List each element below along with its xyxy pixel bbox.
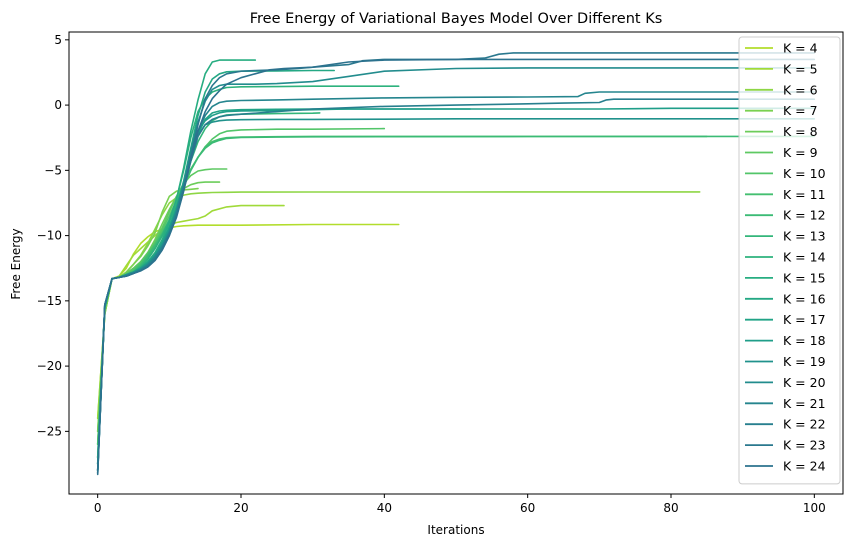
legend-label: K = 21 xyxy=(783,396,826,411)
y-tick-label: −5 xyxy=(44,163,62,177)
legend-label: K = 15 xyxy=(783,270,826,285)
x-tick-label: 20 xyxy=(233,501,248,515)
y-tick-label: 5 xyxy=(54,33,62,47)
axes-frame xyxy=(68,31,844,495)
legend-label: K = 17 xyxy=(783,312,826,327)
chart-title: Free Energy of Variational Bayes Model O… xyxy=(250,11,663,27)
legend-label: K = 7 xyxy=(783,103,818,118)
legend-label: K = 20 xyxy=(783,375,826,390)
x-tick-label: 0 xyxy=(94,501,102,515)
plot-area: 0 20 40 60 80 100 5 0 −5 −10 −15 −20 −25 xyxy=(37,31,844,515)
legend-label: K = 14 xyxy=(783,250,826,265)
legend-label: K = 8 xyxy=(783,124,818,139)
legend-label: K = 22 xyxy=(783,417,826,432)
legend-label: K = 10 xyxy=(783,166,826,181)
x-tick-label: 40 xyxy=(377,501,392,515)
series-line-k-24 xyxy=(96,58,816,476)
legend-label: K = 4 xyxy=(783,41,818,56)
legend-label: K = 19 xyxy=(783,354,826,369)
legend-label: K = 16 xyxy=(783,291,826,306)
x-tick-label: 60 xyxy=(520,501,535,515)
x-tick-label: 100 xyxy=(803,501,826,515)
x-axis-label: Iterations xyxy=(427,523,484,537)
y-axis-label: Free Energy xyxy=(9,228,23,299)
y-tick-label: −10 xyxy=(37,229,62,243)
x-tick-label: 80 xyxy=(663,501,678,515)
legend-box xyxy=(738,36,841,485)
series-lines xyxy=(96,52,816,476)
y-tick-label: −25 xyxy=(37,424,62,438)
legend-label: K = 11 xyxy=(783,187,826,202)
y-tick-label: −20 xyxy=(37,359,62,373)
y-tick-label: −15 xyxy=(37,294,62,308)
y-tick-label: 0 xyxy=(54,98,62,112)
legend-label: K = 12 xyxy=(783,208,826,223)
legend: K = 4 K = 5 K = 6 K = 7 K = 8 K = 9 K = 10 K = … xyxy=(738,36,841,485)
legend-label: K = 6 xyxy=(783,82,818,97)
legend-label: K = 13 xyxy=(783,229,826,244)
legend-label: K = 23 xyxy=(783,438,826,453)
legend-label: K = 5 xyxy=(783,61,818,76)
legend-label: K = 9 xyxy=(783,145,818,160)
legend-label: K = 18 xyxy=(783,333,826,348)
legend-label: K = 24 xyxy=(783,459,826,474)
